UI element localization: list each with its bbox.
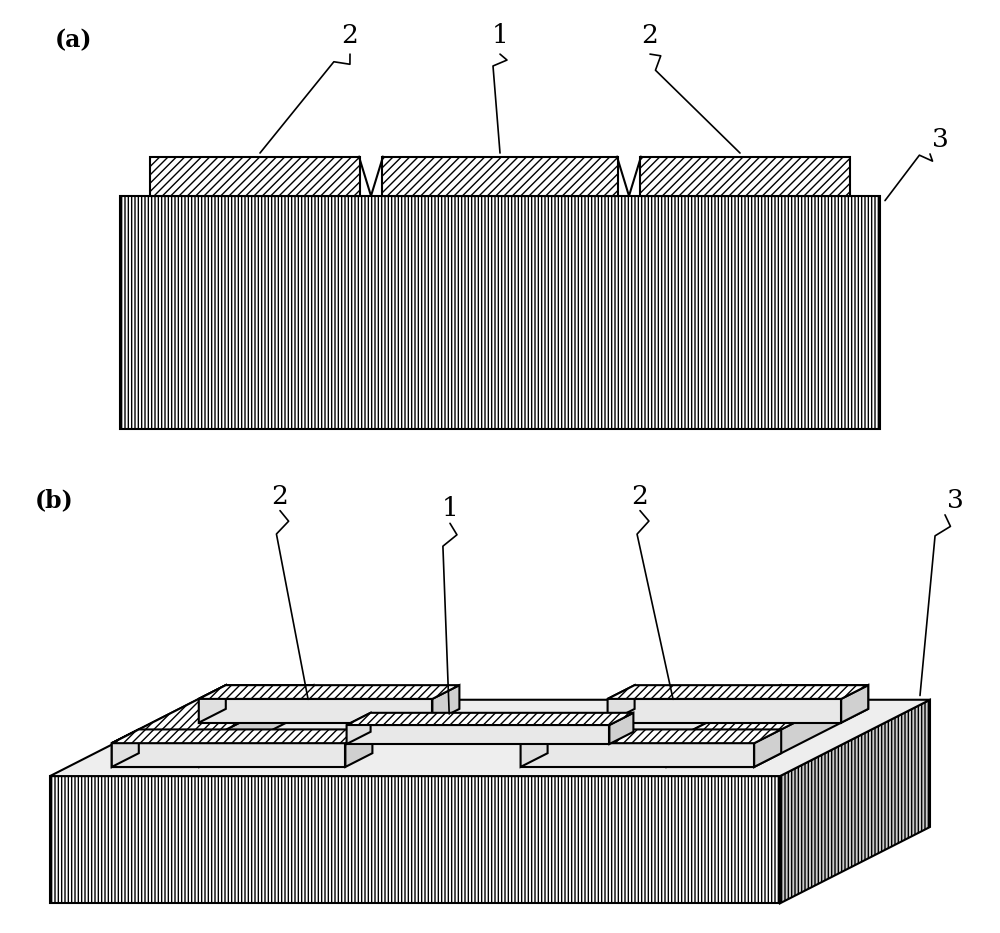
Text: 1: 1 [442,496,458,522]
Polygon shape [50,776,780,903]
Polygon shape [120,196,880,429]
Polygon shape [199,685,313,767]
Polygon shape [112,730,372,744]
Polygon shape [608,685,635,723]
Polygon shape [50,700,930,776]
Polygon shape [754,730,781,767]
Text: (a): (a) [55,28,92,52]
Polygon shape [112,730,139,767]
Polygon shape [199,685,459,699]
Polygon shape [382,157,618,196]
Polygon shape [199,699,432,723]
Polygon shape [609,713,633,744]
Polygon shape [608,699,841,723]
Polygon shape [347,713,633,725]
Polygon shape [521,744,754,767]
Polygon shape [347,725,609,744]
Polygon shape [112,744,199,767]
Text: 2: 2 [342,23,358,48]
Polygon shape [199,685,226,723]
Polygon shape [608,685,868,699]
Polygon shape [347,713,371,744]
Polygon shape [754,685,868,767]
Polygon shape [780,700,930,903]
Polygon shape [112,685,313,744]
Polygon shape [640,157,850,196]
Polygon shape [667,744,754,767]
Polygon shape [521,730,781,744]
Polygon shape [841,685,868,723]
Polygon shape [521,730,548,767]
Text: 3: 3 [932,128,948,152]
Text: 2: 2 [272,483,288,508]
Polygon shape [112,685,226,767]
Text: 2: 2 [632,483,648,508]
Polygon shape [150,157,360,196]
Polygon shape [667,685,868,744]
Text: 2: 2 [642,23,658,48]
Text: 1: 1 [492,23,508,48]
Text: (b): (b) [35,488,74,511]
Polygon shape [667,685,781,767]
Polygon shape [432,685,459,723]
Text: 3: 3 [947,488,963,513]
Polygon shape [112,744,345,767]
Polygon shape [345,730,372,767]
